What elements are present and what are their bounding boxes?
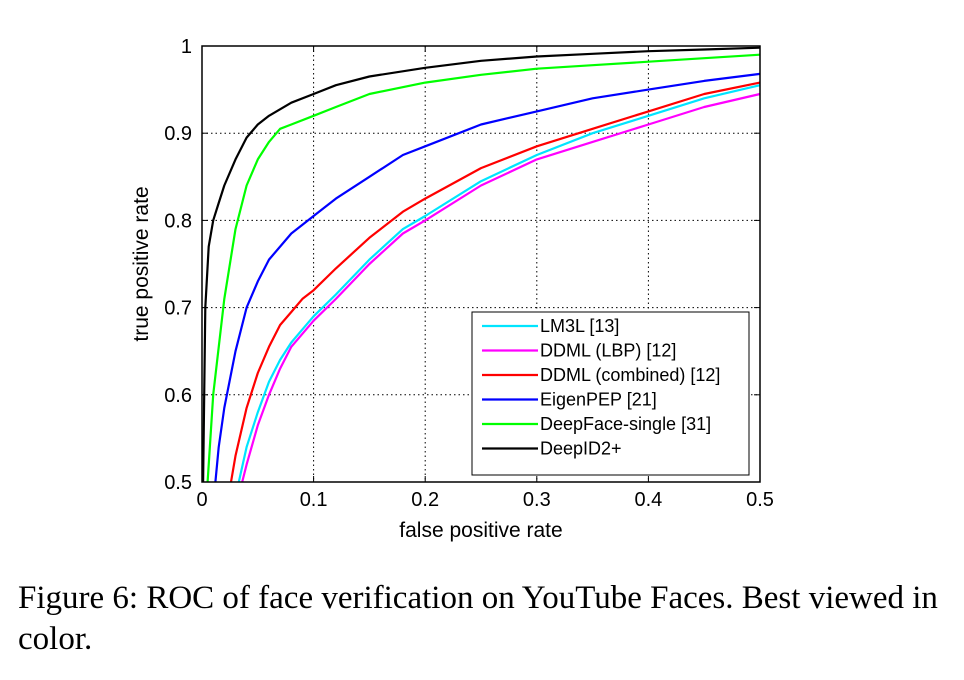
series-line (229, 81, 761, 483)
y-tick-label: 0.8 (164, 210, 192, 232)
series-line (214, 72, 761, 483)
series-lines (202, 46, 761, 483)
axis-ticks: 0 0.1 0.2 0.3 0.4 0.5 0.5 0.6 0.7 0.8 0.9 1 (164, 36, 774, 511)
series-line (237, 84, 761, 483)
y-tick-label: 0.9 (164, 123, 192, 145)
legend-entry: EigenPEP [21] (540, 390, 657, 410)
series-line (241, 92, 761, 483)
y-tick-label: 0.7 (164, 298, 192, 320)
plot-frame (201, 45, 761, 483)
roc-chart: 0 0.1 0.2 0.3 0.4 0.5 0.5 0.6 0.7 0.8 0.9 1 false p… (130, 36, 774, 542)
y-tick-label: 1 (181, 36, 192, 58)
legend-entry: DDML (LBP) [12] (540, 341, 676, 361)
x-axis-label: false positive rate (399, 519, 562, 542)
x-tick-label: 0.2 (411, 489, 439, 511)
y-tick-label: 0.5 (164, 472, 192, 494)
x-tick-label: 0.5 (746, 489, 774, 511)
x-tick-label: 0.3 (523, 489, 551, 511)
y-tick-label: 0.6 (164, 385, 192, 407)
x-tick-label: 0.1 (300, 489, 328, 511)
legend-entry: DeepID2+ (540, 439, 622, 459)
figure-caption: Figure 6: ROC of face verification on Yo… (18, 580, 938, 657)
legend: LM3L [13] DDML (LBP) [12] DDML (combined) … (471, 311, 750, 476)
series-line (206, 53, 761, 483)
legend-entry: DDML (combined) [12] (540, 365, 720, 385)
x-tick-label: 0 (196, 489, 207, 511)
legend-entry: LM3L [13] (540, 316, 619, 336)
x-tick-label: 0.4 (634, 489, 662, 511)
y-axis-label: true positive rate (130, 186, 153, 341)
series-line (202, 46, 761, 483)
legend-entry: DeepFace-single [31] (540, 414, 711, 434)
